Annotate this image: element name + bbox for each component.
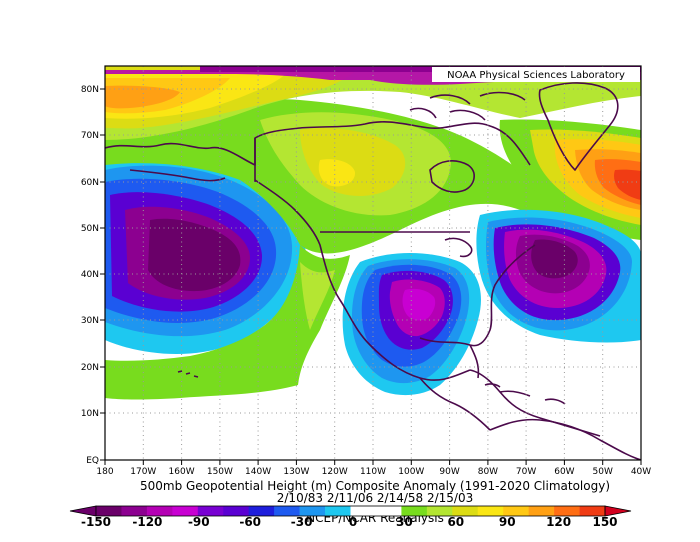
colorbar-tick-label: -30 (291, 515, 313, 529)
longitude-labels: 180 170W 160W 150W 140W 130W 120W 110W 1… (96, 467, 651, 477)
colorbar-tick-label: 0 (349, 515, 357, 529)
colorbar-tick-label: -120 (132, 515, 162, 529)
lon-label: 180 (96, 467, 113, 477)
lon-label: 150W (207, 467, 233, 477)
colorbar-swatch (121, 506, 148, 516)
lon-label: 60W (554, 467, 574, 477)
colorbar-tick-label: 150 (592, 515, 617, 529)
colorbar-tick-label: 120 (546, 515, 571, 529)
colorbar-swatch (528, 506, 555, 516)
lat-label: 70N (81, 131, 99, 141)
colorbar-frame (95, 505, 606, 517)
colorbar-tick-label: -60 (239, 515, 261, 529)
colorbar-tick-label: -150 (81, 515, 111, 529)
credit-box (432, 67, 640, 82)
lat-label: 80N (81, 85, 99, 95)
lon-label: 50W (593, 467, 613, 477)
lon-label: 130W (283, 467, 309, 477)
lon-label: 70W (516, 467, 536, 477)
colorbar-tick-label: 60 (447, 515, 464, 529)
lon-label: 120W (322, 467, 348, 477)
lat-label: 10N (81, 409, 99, 419)
lon-label: 40W (631, 467, 651, 477)
colorbar-swatch (325, 506, 351, 516)
lon-label: 100W (398, 467, 424, 477)
lat-label: 60N (81, 178, 99, 188)
polar-positive-band (105, 66, 641, 140)
atlantic-high-anomaly (499, 119, 641, 232)
pacific-low-anomaly (105, 153, 306, 355)
colorbar-swatch (503, 506, 529, 516)
colorbar-swatch (477, 506, 504, 516)
colorbar-swatch (401, 506, 428, 516)
colorbar-swatch (197, 506, 224, 516)
colorbar-swatch (299, 506, 326, 516)
credit-text: NOAA Physical Sciences Laboratory (447, 70, 625, 81)
colorbar (69, 505, 632, 517)
lat-label: EQ (86, 456, 99, 466)
colorbar-swatch (146, 506, 173, 516)
arctic-ridge-anomaly (105, 99, 641, 254)
colorbar-swatch (248, 506, 275, 516)
colorbar-swatch (375, 506, 402, 516)
axis-ticks (100, 88, 642, 465)
colorbar-tick-label: 90 (499, 515, 516, 529)
colorbar-swatch (452, 506, 479, 516)
colorbar-swatch (350, 506, 377, 516)
lon-label: 140W (245, 467, 271, 477)
lat-label: 50N (81, 224, 99, 234)
lat-label: 40N (81, 270, 99, 280)
latitude-labels: 80N 70N 60N 50N 40N 30N 20N 10N EQ (81, 85, 99, 466)
colorbar-swatch (579, 506, 606, 516)
colorbar-tick-label: -90 (188, 515, 210, 529)
colorbar-tick-label: 30 (396, 515, 413, 529)
subtropical-positive-band (105, 245, 350, 400)
colorbar-swatch (274, 506, 300, 516)
map-plot-area: NOAA Physical Sciences Laboratory (105, 66, 641, 460)
colorbar-swatch (223, 506, 249, 516)
colorbar-labels: -150 -120 -90 -60 -30 0 30 60 90 120 150 (81, 515, 618, 529)
lon-label: 80W (478, 467, 498, 477)
lon-label: 90W (439, 467, 459, 477)
coastlines (105, 82, 641, 460)
figure-title: 500mb Geopotential Height (m) Composite … (140, 479, 610, 493)
lon-label: 160W (169, 467, 195, 477)
lon-label: 170W (130, 467, 156, 477)
composite-dates: 2/10/83 2/11/06 2/14/58 2/15/03 (277, 491, 473, 505)
colorbar-swatch (426, 506, 453, 516)
lon-label: 110W (360, 467, 386, 477)
colorbar-swatch (554, 506, 580, 516)
lat-label: 30N (81, 316, 99, 326)
colorbar-swatch (172, 506, 199, 516)
colorbar-swatch (96, 506, 122, 516)
lat-label: 20N (81, 363, 99, 373)
